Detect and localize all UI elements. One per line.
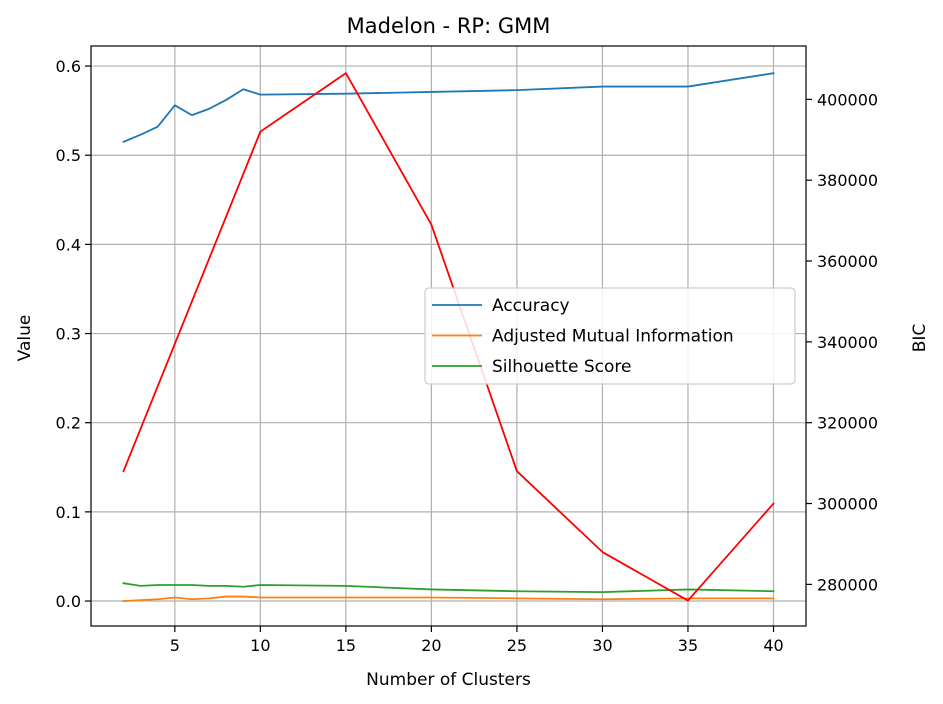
- x-tick-label: 15: [336, 636, 356, 655]
- accuracy-line: [122, 72, 775, 144]
- y2-axis-label: BIC: [910, 324, 930, 353]
- legend-label: Adjusted Mutual Information: [492, 327, 734, 347]
- y-tick-label: 0.6: [56, 57, 81, 76]
- x-tick-label: 10: [250, 636, 270, 655]
- grid: [91, 46, 806, 626]
- y-tick-label: 0.2: [56, 414, 81, 433]
- y2-tick-label: 280000: [817, 575, 878, 594]
- plot-frame: [90, 45, 807, 627]
- x-axis-label: Number of Clusters: [366, 670, 531, 690]
- x-tick-label: 25: [507, 636, 527, 655]
- y2-tick-label: 360000: [817, 252, 878, 271]
- y-tick-label: 0.3: [56, 325, 81, 344]
- x-tick-label: 5: [170, 636, 180, 655]
- legend: Accuracy Adjusted Mutual Information Silho…: [424, 287, 796, 385]
- y2-tick-label: 400000: [817, 90, 878, 109]
- axis-ticks: 5 10 15 20 25 30 35 40 0.0 0.1 0.2 0.3 0.4 0.5 0.6 2800…: [56, 57, 879, 655]
- legend-label: Accuracy: [492, 296, 570, 316]
- x-tick-label: 30: [592, 636, 612, 655]
- x-tick-label: 35: [678, 636, 698, 655]
- y-tick-label: 0.1: [56, 503, 81, 522]
- chart-title: Madelon - RP: GMM: [347, 14, 551, 38]
- legend-label: Silhouette Score: [492, 357, 631, 377]
- y-axis-label: Value: [15, 315, 35, 362]
- y-tick-label: 0.4: [56, 235, 81, 254]
- y2-tick-label: 300000: [817, 495, 878, 514]
- y2-tick-label: 320000: [817, 414, 878, 433]
- x-tick-label: 40: [763, 636, 783, 655]
- y2-tick-label: 340000: [817, 333, 878, 352]
- silhouette-score-line: [122, 582, 775, 594]
- legend-box: [424, 287, 796, 385]
- adjusted-mutual-information-line: [122, 595, 775, 602]
- y-tick-label: 0.5: [56, 146, 81, 165]
- y2-tick-label: 380000: [817, 171, 878, 190]
- x-tick-label: 20: [421, 636, 441, 655]
- y-tick-label: 0.0: [56, 592, 81, 611]
